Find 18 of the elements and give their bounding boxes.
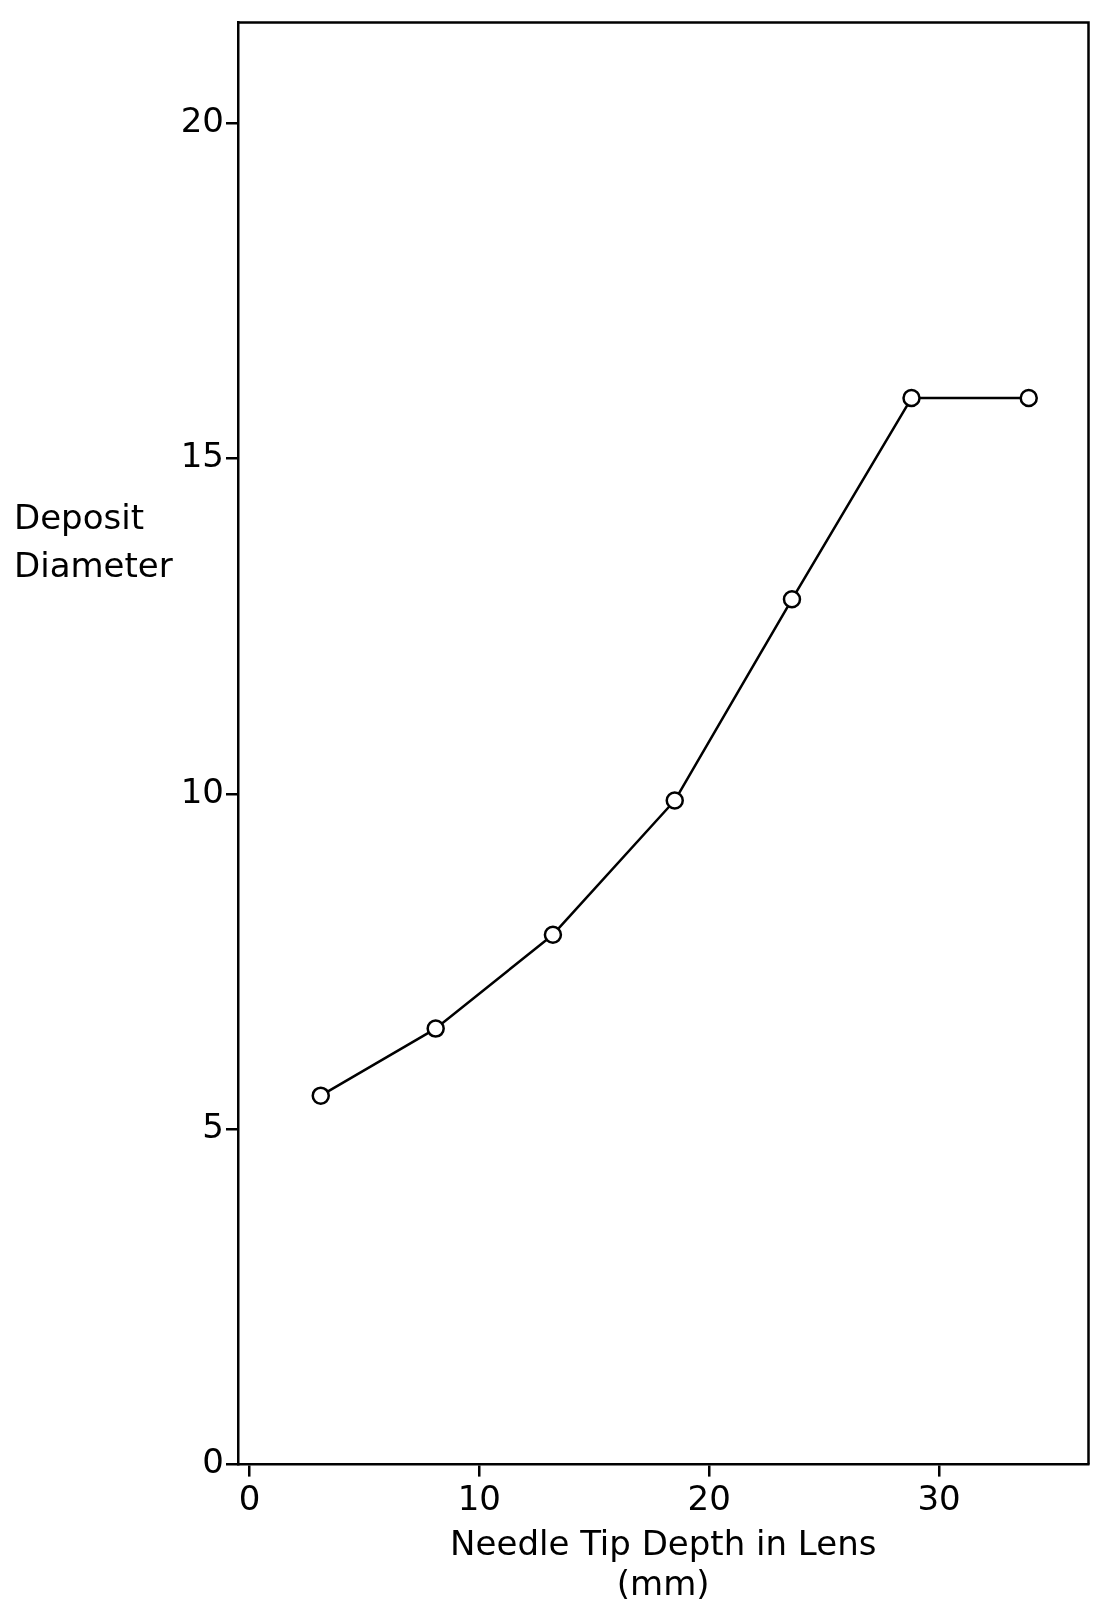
y-tick-label: 20 bbox=[180, 99, 224, 140]
point bbox=[543, 925, 563, 944]
y-tick-label: 5 bbox=[202, 1106, 224, 1147]
point bbox=[665, 791, 684, 810]
point bbox=[311, 1086, 330, 1105]
y-tick-label: 10 bbox=[180, 770, 224, 811]
x-axis-title: Needle Tip Depth in Lens (mm) bbox=[450, 1522, 877, 1604]
x-tick-label: 10 bbox=[457, 1477, 501, 1518]
y-tick-label: 0 bbox=[202, 1441, 224, 1482]
y-axis-title: Deposit Diameter bbox=[14, 496, 173, 585]
point bbox=[1019, 388, 1038, 408]
point bbox=[782, 590, 802, 609]
y-tick-label: 15 bbox=[180, 435, 224, 476]
x-tick-label: 20 bbox=[687, 1477, 731, 1518]
x-tick-label: 30 bbox=[917, 1477, 961, 1518]
x-tick-label: 0 bbox=[238, 1477, 261, 1518]
point bbox=[426, 1019, 445, 1038]
point bbox=[902, 388, 921, 408]
